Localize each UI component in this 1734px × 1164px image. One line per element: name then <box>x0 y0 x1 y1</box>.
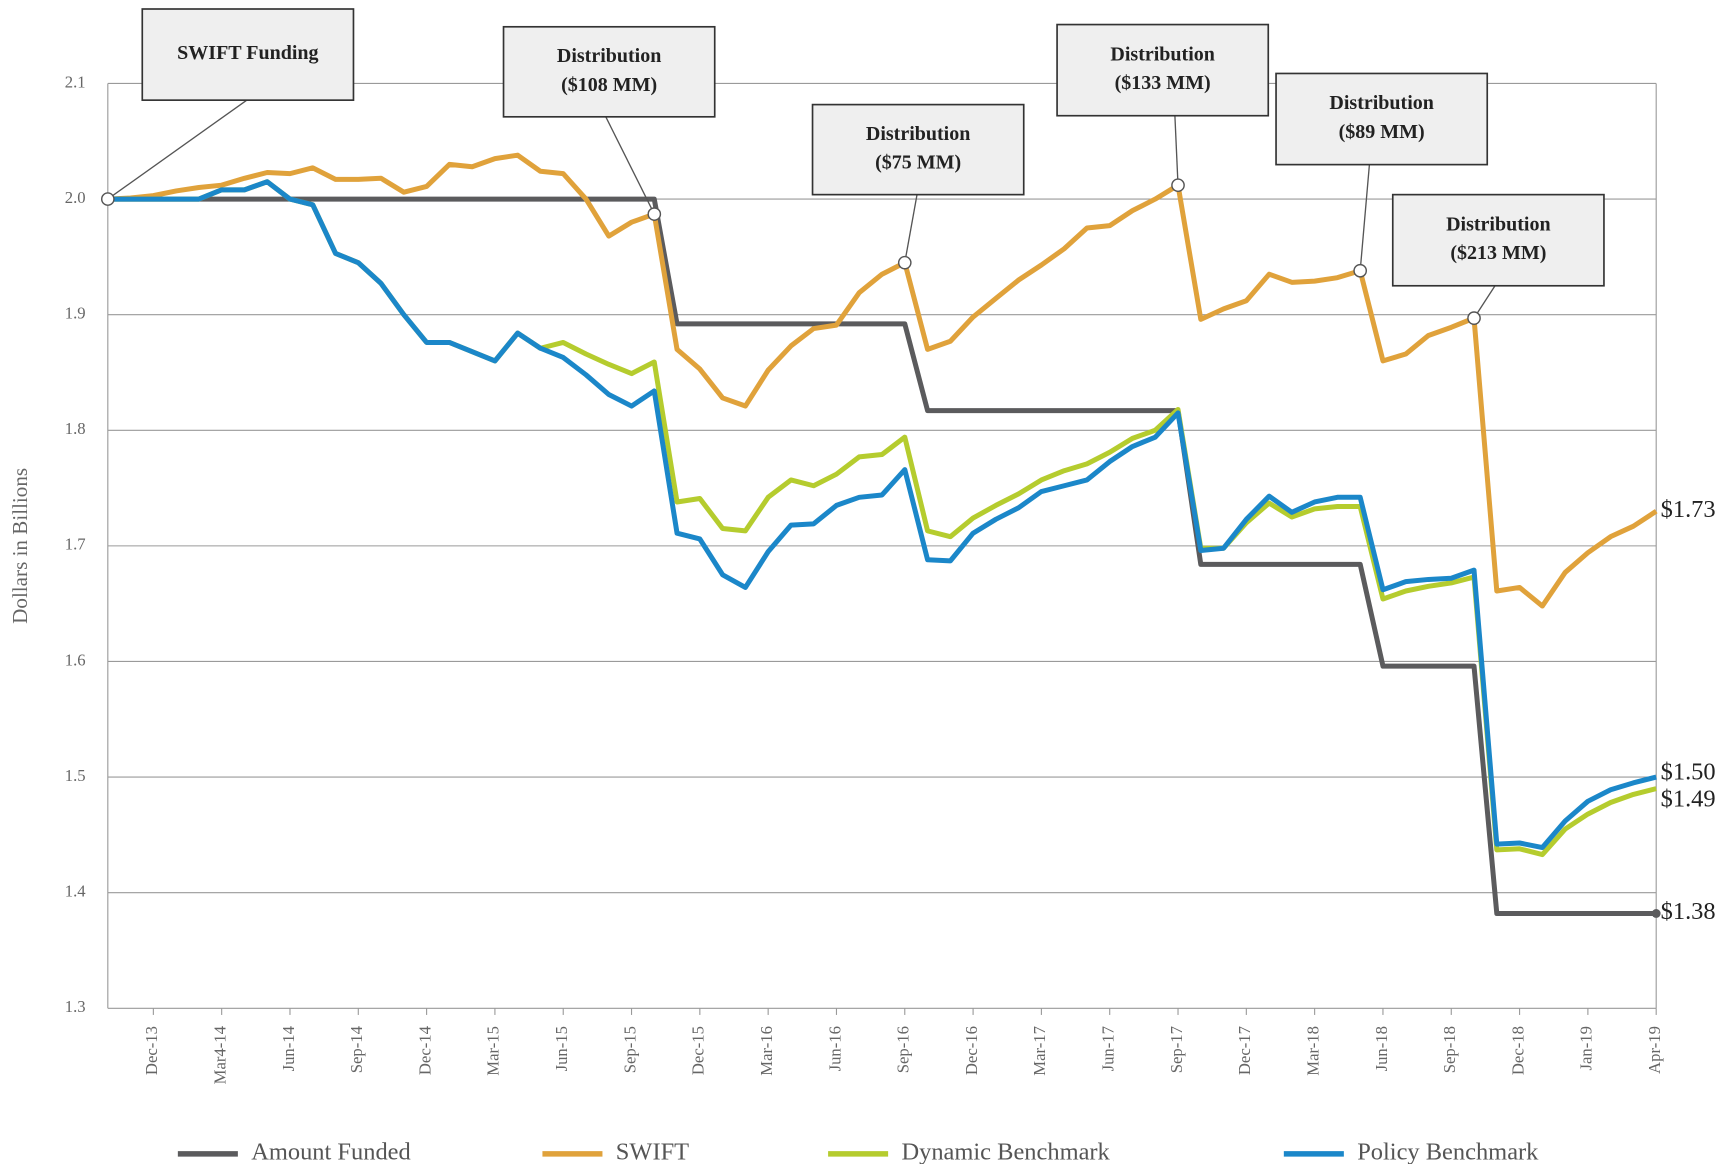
leader-line <box>1174 115 1179 186</box>
leader-line <box>1359 164 1371 271</box>
x-tick-label: Jun-17 <box>1099 1026 1118 1071</box>
x-tick-label: Dec-15 <box>689 1026 708 1075</box>
annotation-box <box>502 25 716 118</box>
annotation-text: ($108 MM) <box>561 74 657 96</box>
leader-line <box>605 116 655 215</box>
y-tick-label: 2.0 <box>65 188 86 207</box>
series-line <box>107 179 1657 851</box>
x-tick-label: Sep-16 <box>894 1026 913 1073</box>
y-tick-label: 1.8 <box>65 419 86 438</box>
y-tick-label: 1.5 <box>65 766 86 785</box>
y-tick-label: 2.1 <box>65 72 86 91</box>
annotation-text: ($89 MM) <box>1339 121 1425 143</box>
annotation-box <box>1056 23 1270 117</box>
annotation-text: Distribution <box>1110 43 1214 65</box>
annotation-box <box>1391 193 1605 287</box>
series-line <box>107 196 1657 916</box>
series-line <box>107 152 1658 609</box>
annotation-marker <box>897 255 912 270</box>
y-tick-label: 1.4 <box>65 882 86 901</box>
x-tick-label: Jun-15 <box>552 1026 571 1071</box>
annotation-text: SWIFT Funding <box>177 42 318 64</box>
annotation-text: ($75 MM) <box>875 152 961 174</box>
y-tick-label: 1.6 <box>65 650 86 669</box>
legend-label: Dynamic Benchmark <box>901 1138 1110 1164</box>
annotation-text: ($133 MM) <box>1115 72 1211 94</box>
annotation-marker <box>1171 178 1185 193</box>
y-axis-label: Dollars in Billions <box>8 468 32 624</box>
x-tick-label: Sep-15 <box>620 1026 639 1073</box>
annotation-text: ($213 MM) <box>1450 242 1546 264</box>
annotation-text: Distribution <box>1329 92 1433 114</box>
annotation-text: Distribution <box>557 45 661 67</box>
x-tick-label: Mar-16 <box>757 1026 776 1076</box>
x-tick-label: Apr-19 <box>1645 1026 1664 1074</box>
annotation-marker <box>100 192 115 206</box>
x-tick-label: Sep-14 <box>347 1025 366 1073</box>
annotation-marker <box>1467 311 1481 325</box>
x-tick-label: Dec-18 <box>1508 1026 1527 1075</box>
x-tick-label: Mar-17 <box>1030 1026 1049 1076</box>
annotation-text: Distribution <box>866 123 970 145</box>
x-tick-label: Mar4-14 <box>210 1025 229 1084</box>
x-tick-label: Jan-19 <box>1577 1026 1596 1070</box>
annotation-text: Distribution <box>1446 213 1550 235</box>
legend-label: SWIFT <box>616 1138 689 1164</box>
end-label: $1.38 <box>1661 898 1716 925</box>
x-tick-label: Jun-18 <box>1372 1026 1391 1071</box>
annotation-box <box>141 8 355 101</box>
x-tick-label: Mar-18 <box>1303 1026 1322 1076</box>
end-label: $1.49 <box>1661 785 1716 812</box>
end-dot <box>1651 909 1661 918</box>
x-tick-label: Jun-14 <box>279 1025 298 1071</box>
x-tick-label: Sep-18 <box>1440 1026 1459 1073</box>
x-tick-label: Jun-16 <box>825 1026 844 1071</box>
x-tick-label: Sep-17 <box>1167 1026 1186 1073</box>
x-tick-label: Dec-13 <box>142 1026 161 1075</box>
leader-line <box>904 194 918 263</box>
x-tick-label: Mar-15 <box>484 1026 503 1076</box>
annotation-box <box>1275 72 1489 166</box>
annotation-marker <box>647 207 662 221</box>
end-label: $1.50 <box>1661 758 1716 785</box>
end-label: $1.73 <box>1661 496 1716 523</box>
annotation-box <box>811 103 1025 196</box>
leader-line <box>107 99 248 200</box>
y-tick-label: 1.7 <box>65 535 86 554</box>
legend-label: Amount Funded <box>251 1138 411 1164</box>
x-tick-label: Dec-17 <box>1235 1026 1254 1075</box>
legend-label: Policy Benchmark <box>1357 1138 1539 1164</box>
y-tick-label: 1.9 <box>65 304 86 323</box>
x-tick-label: Dec-16 <box>962 1026 981 1075</box>
x-tick-label: Dec-14 <box>415 1025 434 1075</box>
annotation-marker <box>1353 263 1368 278</box>
y-tick-label: 1.3 <box>65 997 86 1016</box>
